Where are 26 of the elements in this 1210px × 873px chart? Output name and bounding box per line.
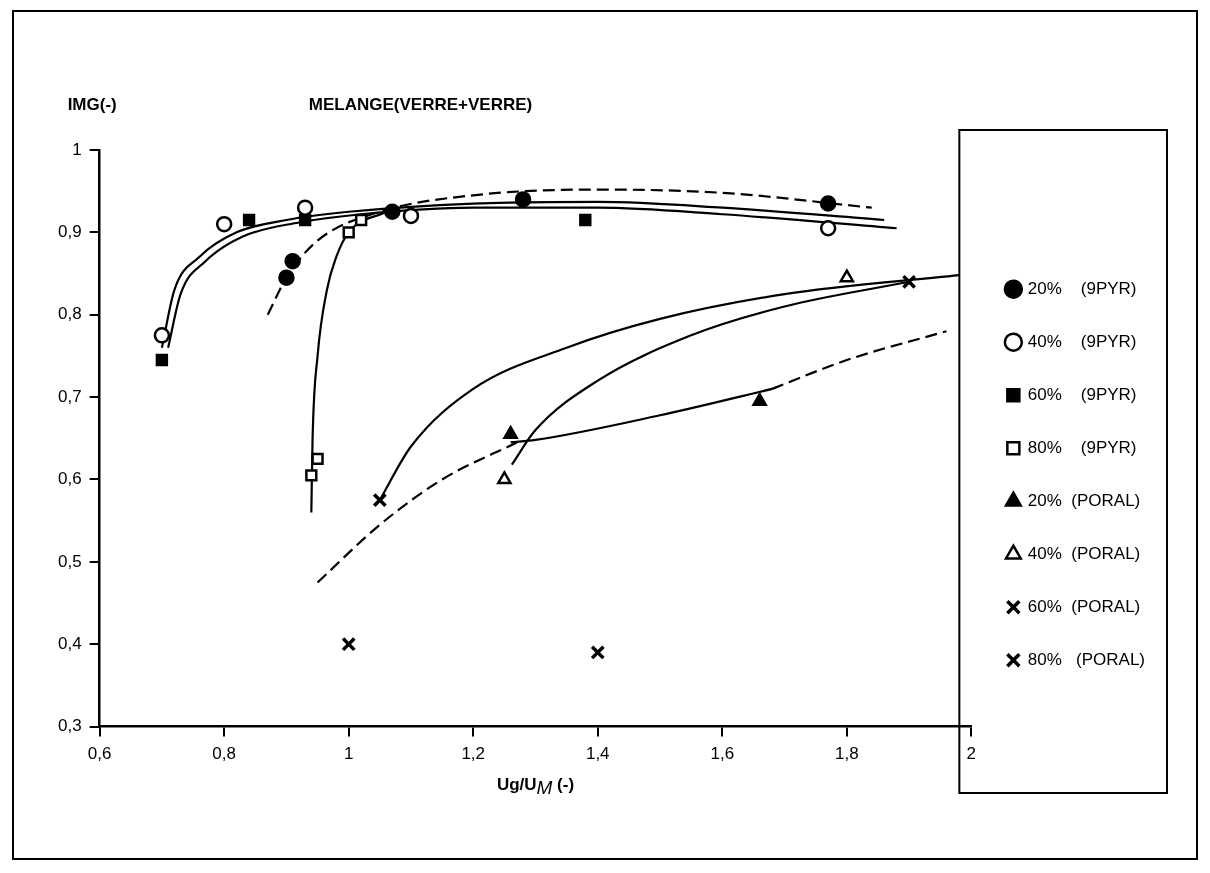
y-tick-label: 0,5 <box>57 551 82 571</box>
y-tick-label: 0,6 <box>57 469 82 489</box>
y-axis-title: IMG(-) <box>67 94 117 114</box>
legend-label: 80% (9PYR) <box>1027 437 1137 457</box>
chart-title: MELANGE(VERRE+VERRE) <box>308 94 533 114</box>
x-tick-label: 0,8 <box>212 744 236 764</box>
legend-label: 20% (PORAL) <box>1027 490 1141 510</box>
x-tick-label: 1,4 <box>585 744 610 764</box>
y-tick-label: 0,8 <box>57 304 82 324</box>
legend-label: 60% (PORAL) <box>1027 596 1141 616</box>
legend-label: 60% (9PYR) <box>1027 384 1137 404</box>
x-tick-label: 1,8 <box>835 744 859 764</box>
x-tick-label: 1,6 <box>710 744 735 764</box>
y-tick-label: 0,3 <box>57 716 82 736</box>
y-tick-label: 0,7 <box>57 386 82 406</box>
y-tick-label: 0,9 <box>57 222 82 242</box>
y-tick-label: 1 <box>72 139 82 159</box>
legend-label: 80% (PORAL) <box>1027 649 1146 669</box>
x-tick-label: 1 <box>343 744 354 764</box>
legend-label: 40% (9PYR) <box>1027 331 1137 351</box>
x-tick-label: 1,2 <box>461 744 486 764</box>
x-tick-label: 0,6 <box>87 744 112 764</box>
x-tick-label: 2 <box>966 744 977 764</box>
legend-label: 20% (9PYR) <box>1027 278 1137 298</box>
legend-label: 40% (PORAL) <box>1027 543 1141 563</box>
y-tick-label: 0,4 <box>57 633 82 653</box>
